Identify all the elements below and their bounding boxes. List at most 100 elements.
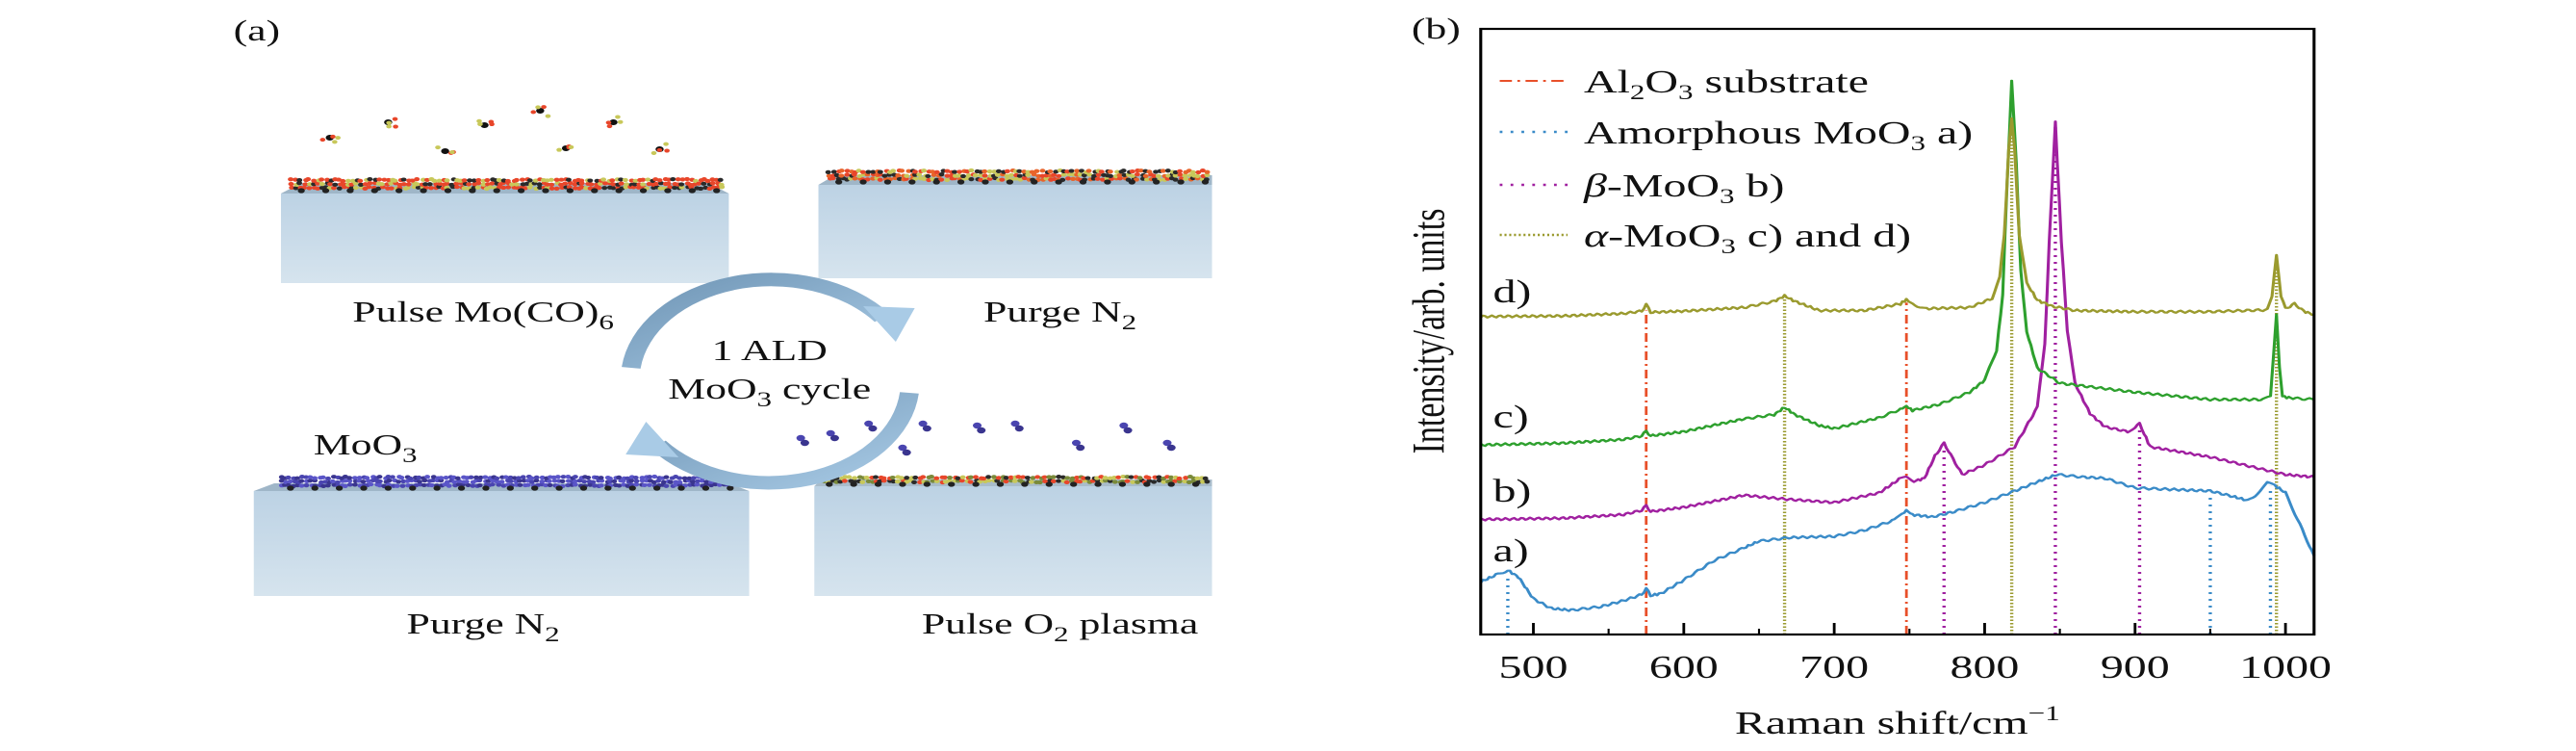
atom (1172, 479, 1179, 483)
atom (1043, 176, 1050, 181)
atom (944, 173, 951, 178)
atom (834, 179, 843, 185)
atom (1156, 478, 1162, 483)
panel-b-label: (b) (1412, 13, 1461, 45)
atom (489, 181, 496, 186)
atom (687, 182, 694, 188)
atom (594, 178, 600, 183)
atom (1117, 176, 1123, 181)
atom (461, 186, 468, 191)
atom (896, 176, 903, 182)
atom (1182, 173, 1188, 178)
atom (616, 475, 623, 479)
atom (398, 476, 405, 480)
spectra (1479, 79, 2316, 612)
atom (520, 475, 526, 479)
atom (327, 182, 334, 187)
atom (1134, 172, 1140, 177)
legend: Al2O3 substrate Amorphous MoO3 a) β-MoO3… (1499, 64, 1973, 258)
arrow-top-icon (622, 272, 890, 369)
atom (335, 136, 341, 141)
atom (1162, 439, 1172, 447)
atom (898, 444, 907, 452)
legend-item-al2o3: Al2O3 substrate (1499, 64, 1869, 104)
atom (982, 179, 989, 185)
atom (1204, 172, 1211, 177)
atom (1143, 481, 1151, 487)
atom (678, 182, 685, 187)
atom (400, 182, 407, 187)
atom (433, 485, 441, 491)
atom (453, 185, 460, 190)
atom (601, 181, 608, 186)
atom (470, 483, 476, 488)
atom (505, 185, 512, 190)
atom (632, 475, 639, 480)
atom (864, 420, 874, 427)
atom (465, 482, 472, 488)
atom (429, 478, 436, 483)
atom (498, 479, 505, 484)
atom (562, 181, 569, 186)
atom (717, 177, 724, 182)
atom (494, 479, 500, 484)
atom (424, 475, 431, 479)
atom (1004, 168, 1010, 173)
atom (1130, 479, 1136, 484)
atom (590, 479, 597, 484)
atom (444, 178, 450, 183)
atom (598, 476, 604, 480)
atom (938, 172, 945, 177)
atom (981, 476, 987, 481)
atom (1065, 176, 1072, 181)
atom (351, 482, 358, 487)
atom (1091, 173, 1097, 178)
panel-a-label: (a) (234, 14, 281, 47)
atom (405, 182, 412, 187)
atom (583, 186, 590, 191)
atom (444, 181, 450, 186)
atom (536, 108, 545, 114)
substrate-block-pulse-o2 (796, 420, 1212, 596)
atom (982, 173, 988, 178)
atom (558, 177, 565, 182)
atom (892, 175, 899, 181)
atom (1128, 179, 1135, 185)
atom (321, 479, 328, 484)
atom (918, 420, 928, 427)
substrate-block-purge-bottom (253, 474, 750, 596)
atom (1030, 476, 1036, 480)
atom (865, 479, 872, 483)
atom (428, 482, 435, 488)
atom (404, 185, 411, 191)
atom (283, 479, 290, 485)
atom (859, 479, 866, 484)
atom (1041, 475, 1048, 479)
atom (553, 177, 560, 182)
atom (488, 119, 495, 124)
atom (689, 479, 696, 484)
atom (676, 476, 683, 480)
atom (639, 479, 646, 483)
atom (461, 178, 468, 183)
atom (591, 483, 598, 488)
atom (340, 178, 346, 184)
atom (496, 178, 502, 183)
atom (431, 178, 438, 183)
atom (507, 479, 514, 483)
atom (519, 177, 525, 182)
atom (1191, 481, 1200, 487)
atom (1079, 179, 1087, 185)
atom (676, 479, 683, 485)
atom (916, 172, 923, 177)
atom (319, 182, 325, 187)
atom (1118, 481, 1127, 487)
atom (898, 476, 905, 480)
panel-b-chart: (b) 500 600 700 800 900 1000 Al2O3 substrate … (1403, 13, 2332, 740)
atom (1146, 169, 1153, 174)
atom (370, 188, 378, 194)
atom (436, 178, 443, 183)
atom (677, 485, 685, 491)
atom (864, 177, 871, 182)
atom (572, 475, 578, 479)
